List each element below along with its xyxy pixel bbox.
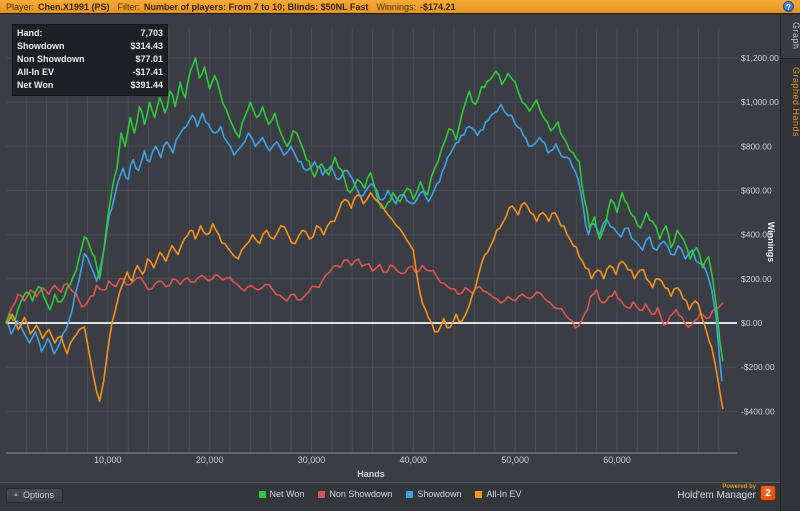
y-axis-tick-label: $0.00 <box>741 318 763 328</box>
all-in-ev-swatch-icon <box>475 490 483 498</box>
stat-value: $77.01 <box>135 54 163 64</box>
net-won-swatch-icon <box>258 490 266 498</box>
chart-legend: Net Won Non Showdown Showdown All-In EV <box>0 489 780 499</box>
filter-value: Number of players: From 7 to 10; Blinds:… <box>144 1 369 12</box>
legend-label: Net Won <box>269 489 305 499</box>
stat-row-non-showdown: Non Showdown $77.01 <box>17 53 163 66</box>
stat-value: $314.43 <box>130 41 163 51</box>
stat-row-net-won: Net Won $391.44 <box>17 79 163 92</box>
branding: Powered by Hold'em Manager 2 <box>677 484 776 501</box>
y-axis-tick-label: -$400.00 <box>741 406 775 416</box>
title-bar: Player: Chen.X1991 (PS) Filter: Number o… <box>0 0 800 14</box>
series-non-showdown <box>5 258 724 329</box>
stat-value: -$17.41 <box>132 67 163 77</box>
y-axis-tick-label: -$200.00 <box>741 362 775 372</box>
stat-row-hand: Hand: 7,703 <box>17 27 163 40</box>
stat-label: Showdown <box>17 41 65 51</box>
y-axis-title: Winnings <box>766 222 776 262</box>
winnings-value: -$174.21 <box>419 1 456 12</box>
y-axis-tick-label: $1,200.00 <box>741 53 779 63</box>
legend-item-showdown[interactable]: Showdown <box>406 489 461 499</box>
legend-label: All-In EV <box>486 489 522 499</box>
stat-row-showdown: Showdown $314.43 <box>17 40 163 53</box>
legend-item-net-won[interactable]: Net Won <box>258 489 305 499</box>
legend-label: Showdown <box>417 489 462 499</box>
filter-label: Filter: <box>117 1 141 12</box>
hand-stats-box: Hand: 7,703 Showdown $314.43 Non Showdow… <box>12 24 168 96</box>
stat-label: Net Won <box>17 80 54 90</box>
x-axis-tick-label: 60,000 <box>603 455 631 465</box>
stat-value: 7,703 <box>140 28 163 38</box>
y-axis-tick-label: $400.00 <box>741 230 772 240</box>
options-button[interactable]: ▲ Options <box>6 488 63 503</box>
winnings-label: Winnings: <box>376 1 416 12</box>
x-axis-tick-label: 50,000 <box>501 455 529 465</box>
right-tab-strip: Graph Graphed Hands <box>780 14 800 511</box>
non-showdown-swatch-icon <box>318 490 326 498</box>
series-showdown <box>5 103 723 382</box>
x-axis-tick-label: 10,000 <box>94 455 122 465</box>
y-axis-tick-label: $800.00 <box>741 141 772 151</box>
player-value: Chen.X1991 (PS) <box>38 1 110 12</box>
legend-label: Non Showdown <box>329 489 393 499</box>
x-axis-tick-label: 30,000 <box>298 455 326 465</box>
stat-value: $391.44 <box>130 80 163 90</box>
chevron-up-icon: ▲ <box>13 492 19 498</box>
x-axis-tick-label: 40,000 <box>400 455 428 465</box>
series-all-in-ev <box>5 191 724 410</box>
y-axis-tick-label: $600.00 <box>741 186 772 196</box>
options-button-label: Options <box>22 490 54 500</box>
showdown-swatch-icon <box>406 490 414 498</box>
tab-graphed-hands[interactable]: Graphed Hands <box>791 66 800 137</box>
x-axis-tick-label: 20,000 <box>196 455 224 465</box>
stat-label: Hand: <box>17 28 43 38</box>
hm2-badge-icon: 2 <box>760 484 776 501</box>
y-axis-tick-label: $200.00 <box>741 274 772 284</box>
stat-label: Non Showdown <box>17 54 85 64</box>
legend-item-all-in-ev[interactable]: All-In EV <box>475 489 521 499</box>
series-net-won <box>5 57 724 362</box>
brand-name: Hold'em Manager <box>677 490 756 501</box>
powered-by-label: Powered by <box>722 484 756 490</box>
player-label: Player: <box>6 1 35 12</box>
tab-graph[interactable]: Graph <box>781 14 800 59</box>
footer-bar: ▲ Options Net Won Non Showdown Showdown … <box>0 482 780 511</box>
legend-item-non-showdown[interactable]: Non Showdown <box>318 489 392 499</box>
x-axis-title: Hands <box>357 469 385 479</box>
help-icon[interactable]: ? <box>783 1 794 12</box>
stat-label: All-In EV <box>17 67 55 77</box>
stat-row-allin-ev: All-In EV -$17.41 <box>17 66 163 79</box>
y-axis-tick-label: $1,000.00 <box>741 97 779 107</box>
